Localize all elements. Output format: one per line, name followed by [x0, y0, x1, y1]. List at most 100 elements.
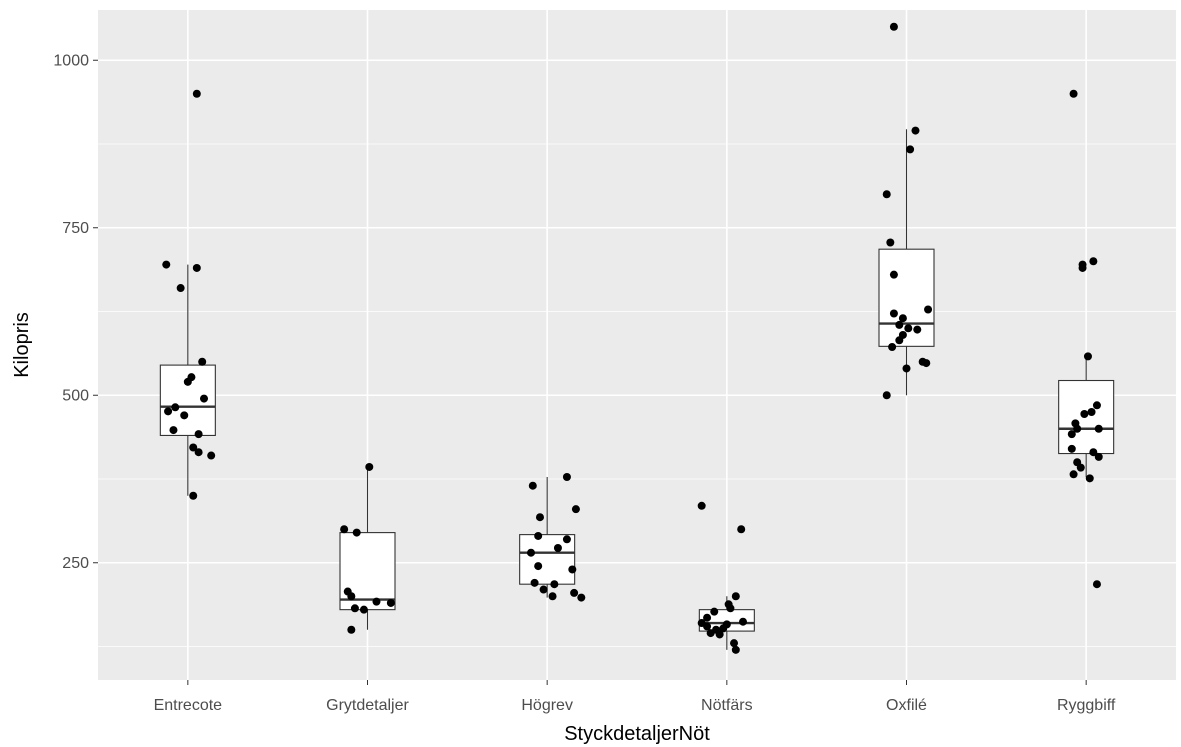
data-point: [176, 284, 185, 293]
x-tick-label: Ryggbiff: [1057, 697, 1116, 714]
x-tick-label: Nötfärs: [701, 697, 753, 714]
y-tick-label: 250: [62, 555, 89, 572]
data-point: [922, 359, 931, 368]
data-point: [189, 491, 198, 500]
data-point: [539, 585, 548, 594]
data-point: [882, 391, 891, 400]
points-nötfärs: [697, 501, 748, 654]
data-point: [562, 535, 571, 544]
data-point: [1092, 401, 1101, 410]
data-point: [365, 462, 374, 471]
data-point: [535, 513, 544, 522]
data-point: [889, 22, 898, 31]
data-point: [895, 320, 904, 329]
data-point: [548, 592, 557, 601]
points-entrecote: [162, 89, 216, 500]
data-point: [1094, 452, 1103, 461]
data-point: [180, 411, 189, 420]
data-point: [340, 525, 349, 534]
data-point: [889, 270, 898, 279]
data-point: [198, 357, 207, 366]
data-point: [386, 598, 395, 607]
x-tick-label: Högrev: [521, 697, 573, 714]
data-point: [162, 260, 171, 269]
data-point: [924, 305, 933, 314]
data-point: [171, 403, 180, 412]
data-point: [526, 548, 535, 557]
data-point: [352, 528, 361, 537]
data-point: [703, 613, 712, 622]
data-point: [534, 562, 543, 571]
data-point: [1069, 89, 1078, 98]
data-point: [889, 309, 898, 318]
data-point: [534, 531, 543, 540]
points-grytdetaljer: [340, 462, 395, 634]
data-point: [550, 580, 559, 589]
data-point: [886, 238, 895, 247]
data-point: [895, 336, 904, 345]
data-point: [1067, 430, 1076, 439]
x-tick-label: Oxfilé: [886, 697, 927, 714]
data-point: [372, 597, 381, 606]
data-point: [911, 126, 920, 135]
jitter-points-layer: [162, 22, 1103, 654]
data-point: [1089, 448, 1098, 457]
data-point: [169, 426, 178, 435]
y-axis-ticks: 250 500 750 1000: [53, 52, 98, 572]
data-point: [192, 263, 201, 272]
data-point: [200, 394, 209, 403]
data-point: [730, 639, 739, 648]
data-point: [1094, 424, 1103, 433]
y-tick-label: 1000: [53, 52, 89, 69]
x-axis-title: StyckdetaljerNöt: [564, 723, 710, 745]
data-point: [359, 605, 368, 614]
points-ryggbiff: [1067, 89, 1103, 589]
data-point: [906, 145, 915, 154]
points-högrev: [526, 472, 586, 602]
data-point: [347, 625, 356, 634]
data-point: [1073, 424, 1082, 433]
plot-panel: [98, 10, 1176, 680]
data-point: [1083, 352, 1092, 361]
data-point: [913, 325, 922, 334]
data-point: [553, 544, 562, 553]
data-point: [347, 592, 356, 601]
data-point: [882, 190, 891, 199]
data-point: [898, 314, 907, 323]
data-point: [189, 443, 198, 452]
data-point: [1069, 470, 1078, 479]
data-point: [207, 451, 216, 460]
data-point: [1085, 474, 1094, 483]
y-tick-label: 750: [62, 220, 89, 237]
data-point: [562, 472, 571, 481]
data-point: [719, 624, 728, 633]
data-point: [904, 324, 913, 333]
data-point: [568, 565, 577, 574]
data-point: [703, 622, 712, 631]
data-point: [715, 630, 724, 639]
data-point: [731, 592, 740, 601]
data-point: [739, 617, 748, 626]
data-point: [706, 629, 715, 638]
data-point: [577, 593, 586, 602]
data-point: [183, 377, 192, 386]
data-point: [1092, 580, 1101, 589]
data-point: [1067, 444, 1076, 453]
data-point: [528, 481, 537, 490]
data-point: [710, 607, 719, 616]
x-axis-ticks: Entrecote Grytdetaljer Högrev Nötfärs Oxfilé…: [154, 680, 1116, 714]
data-point: [194, 430, 203, 439]
data-point: [888, 343, 897, 352]
points-oxfilé: [882, 22, 933, 400]
data-point: [192, 89, 201, 98]
data-point: [737, 525, 746, 534]
data-point: [530, 578, 539, 587]
data-point: [697, 501, 706, 510]
data-point: [1078, 263, 1087, 272]
data-point: [164, 407, 173, 416]
data-point: [1076, 463, 1085, 472]
y-tick-label: 500: [62, 387, 89, 404]
x-tick-label: Entrecote: [154, 697, 223, 714]
x-tick-label: Grytdetaljer: [326, 697, 409, 714]
